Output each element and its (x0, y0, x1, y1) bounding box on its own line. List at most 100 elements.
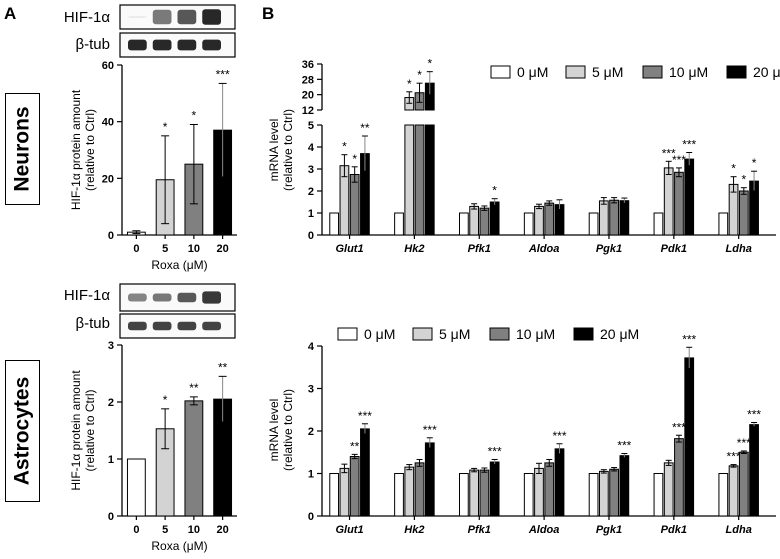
blot-tub-neurons-band (128, 39, 147, 51)
x-tick-label: Pgk1 (596, 524, 622, 536)
legend-label: 0 μM (517, 64, 548, 80)
y-tick-label: 4 (308, 142, 315, 154)
x-tick-label: Glut1 (335, 243, 363, 255)
x-tick-label: Glut1 (335, 524, 363, 536)
blot-hif-neurons-band (152, 9, 172, 25)
legend-swatch (726, 65, 747, 79)
x-tick-label: 0 (133, 524, 139, 536)
bar-Pgk1-s3 (619, 455, 630, 517)
sig-label: ** (189, 381, 199, 395)
bar-Pgk1-s0 (588, 212, 599, 236)
y-tick-label: 1 (308, 208, 314, 220)
bar-Pgk1-s2 (609, 468, 619, 517)
x-tick-label: 20 (217, 243, 229, 255)
x-tick-label: Pdk1 (661, 243, 687, 255)
western-blots (119, 4, 236, 339)
sig-label: *** (423, 423, 437, 437)
bar-Pdk1-s0 (653, 473, 664, 517)
y-tick-label: 60 (102, 60, 114, 72)
y-tick-label: 40 (102, 117, 114, 129)
blot-hif-astrocytes-band (202, 291, 221, 304)
bar-Hk2-s1 (404, 466, 415, 517)
sig-label: * (741, 173, 746, 187)
blot-tub-astrocytes-band (128, 321, 147, 331)
blot-hif-astrocytes-band (152, 293, 172, 302)
sig-label: *** (747, 408, 761, 422)
bar-Ldha-s2 (738, 190, 749, 236)
bar-10 (184, 400, 204, 517)
bar-Pfk1-s0 (458, 473, 469, 517)
bar-Glut1-s0 (329, 212, 340, 236)
y-axis-title: mRNA level(relative to Ctrl) (267, 389, 295, 471)
bar-Hk2-s0 (394, 212, 404, 236)
bar-Ldha-s3 (749, 424, 759, 517)
bar-Hk2-s3-lower (424, 124, 435, 236)
bar-Aldoa-s2 (544, 202, 555, 236)
y-axis-title: HIF-1α protein amount(relative to Ctrl) (69, 89, 97, 210)
sig-label: ** (350, 439, 360, 453)
bar-Pfk1-s1 (469, 469, 480, 517)
blot-tub-neurons-band (202, 39, 221, 51)
blot-tub-neurons-band (152, 39, 172, 51)
sig-label: *** (727, 450, 741, 464)
sig-label: * (492, 184, 497, 198)
x-tick-label: Pdk1 (661, 524, 687, 536)
bar-Hk2-s1-lower (404, 124, 415, 236)
bar-Aldoa-s0 (523, 212, 534, 236)
bar-Aldoa-s0 (523, 473, 534, 517)
y-tick-label: 0 (308, 511, 314, 523)
y-tick-label: 1 (308, 469, 314, 481)
bar-Hk2-s0 (394, 473, 404, 517)
bar-Aldoa-s3 (554, 448, 565, 517)
y-axis-title-line: HIF-1α protein amount (69, 370, 83, 491)
sig-label: * (407, 77, 412, 91)
x-tick-label: Hk2 (404, 243, 424, 255)
x-tick-label: 10 (188, 524, 200, 536)
legend-swatch (489, 327, 510, 341)
sig-label: * (731, 162, 736, 176)
x-tick-label: Ldha (726, 243, 752, 255)
row-label-astrocytes: Astrocytes (10, 376, 34, 486)
blot-label-tub-astrocytes: β-tub (76, 315, 110, 332)
legend-label: 5 μM (439, 326, 470, 342)
y-tick-label: 5 (308, 120, 314, 132)
y-tick-label: 2 (108, 397, 114, 409)
sig-label: * (417, 68, 422, 82)
x-tick-label: Aldoa (528, 243, 560, 255)
blot-tub-astrocytes-band (202, 321, 221, 331)
bar-Pgk1-s1 (598, 470, 609, 517)
legend-swatch (337, 327, 358, 341)
legend-label: 10 μM (669, 64, 708, 80)
blot-tub-neurons-band (177, 39, 197, 51)
y-tick-label: 0 (108, 511, 114, 523)
sig-label: * (752, 156, 757, 170)
bar-Pgk1-s1 (598, 200, 609, 236)
panel-letter-a: A (4, 4, 16, 23)
blot-label-tub-neurons: β-tub (76, 36, 110, 53)
y-tick-label: 36 (302, 59, 314, 71)
x-tick-label: Pfk1 (468, 243, 491, 255)
y-tick-label: 12 (302, 105, 314, 117)
y-tick-label: 28 (302, 74, 314, 86)
bar-Glut1-s2 (349, 456, 360, 517)
legend-label: 0 μM (364, 326, 395, 342)
y-axis-title-line: HIF-1α protein amount (69, 89, 83, 210)
y-tick-label: 4 (308, 341, 315, 353)
blot-hif-neurons-band (202, 9, 221, 25)
sig-label: *** (682, 332, 696, 346)
bar-Aldoa-s2 (544, 462, 555, 517)
blot-tub-astrocytes-band (177, 321, 197, 331)
y-axis-title: HIF-1α protein amount(relative to Ctrl) (69, 370, 97, 491)
blot-hif-astrocytes-band (177, 292, 197, 303)
blot-hif-neurons-band (177, 9, 197, 25)
bar-Pdk1-s1 (663, 167, 674, 236)
sig-label: *** (682, 138, 696, 152)
y-tick-label: 2 (308, 426, 314, 438)
bar-Ldha-s1 (728, 465, 739, 517)
x-axis-title: Roxa (μM) (151, 258, 207, 272)
bar-Pdk1-s2 (674, 171, 684, 236)
bar-Pdk1-s0 (653, 212, 664, 236)
legend-label: 20 μM (600, 326, 639, 342)
y-tick-label: 3 (308, 384, 314, 396)
